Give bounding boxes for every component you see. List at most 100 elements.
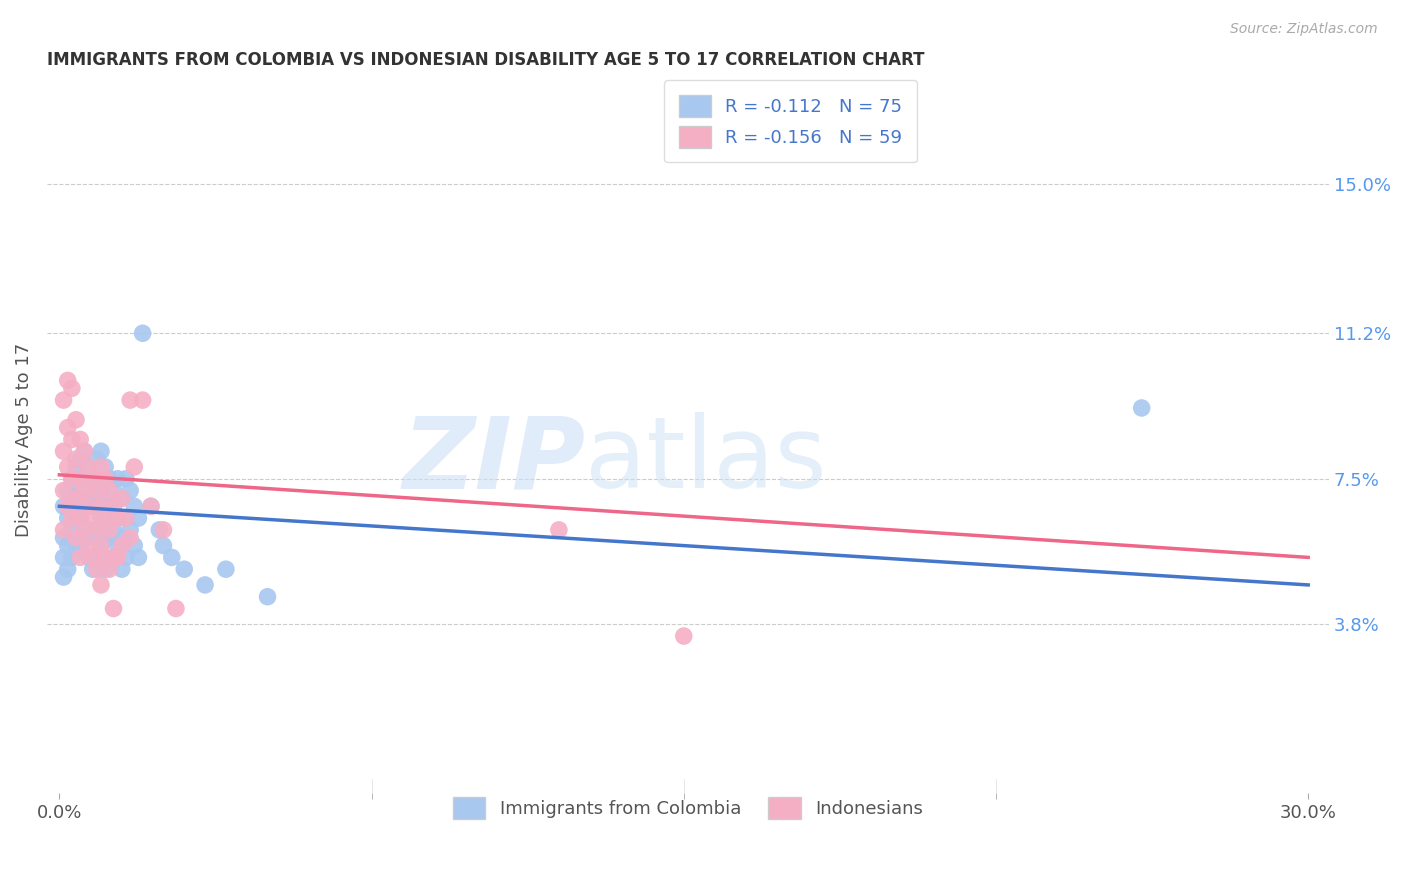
Point [98,500,121,514]
Point [73,531,96,545]
Point [77,459,100,474]
Point [56,500,79,514]
Point [60,381,83,395]
Point [98,523,121,537]
Point [86,523,108,537]
Point [86,452,108,467]
Point [65,531,87,545]
Point [103,550,125,565]
Point [86,550,108,565]
Point [82,531,104,545]
Point [1130,401,1153,415]
Point [672,629,695,643]
Point [103,550,125,565]
Point [111,531,134,545]
Point [56,562,79,576]
Point [173,562,195,576]
Point [194,578,217,592]
Point [73,444,96,458]
Point [73,523,96,537]
Point [77,539,100,553]
Point [82,511,104,525]
Point [52,570,75,584]
Point [94,562,117,576]
Point [94,531,117,545]
Point [73,472,96,486]
Point [90,539,112,553]
Point [148,523,170,537]
Point [120,523,142,537]
Point [107,472,129,486]
Point [124,459,146,474]
Point [56,420,79,434]
Point [139,500,162,514]
Point [90,578,112,592]
Point [111,491,134,506]
Point [82,472,104,486]
Point [103,500,125,514]
Point [107,550,129,565]
Point [56,539,79,553]
Point [107,511,129,525]
Point [111,491,134,506]
Point [98,472,121,486]
Point [52,500,75,514]
Point [52,550,75,565]
Point [111,539,134,553]
Text: atlas: atlas [585,412,827,509]
Text: Source: ZipAtlas.com: Source: ZipAtlas.com [1230,22,1378,37]
Point [139,500,162,514]
Point [120,531,142,545]
Point [69,472,91,486]
Point [65,413,87,427]
Point [548,523,571,537]
Point [90,500,112,514]
Point [60,472,83,486]
Point [90,483,112,498]
Point [131,326,153,341]
Point [86,483,108,498]
Point [77,523,100,537]
Point [65,511,87,525]
Point [94,511,117,525]
Point [69,511,91,525]
Point [107,511,129,525]
Point [86,523,108,537]
Point [52,483,75,498]
Point [115,550,138,565]
Point [124,539,146,553]
Point [56,374,79,388]
Point [65,452,87,467]
Point [86,491,108,506]
Point [77,500,100,514]
Y-axis label: Disability Age 5 to 17: Disability Age 5 to 17 [15,343,32,537]
Point [152,539,174,553]
Point [60,511,83,525]
Point [82,500,104,514]
Point [90,539,112,553]
Point [56,459,79,474]
Point [127,550,149,565]
Point [52,523,75,537]
Point [94,500,117,514]
Point [152,523,174,537]
Point [69,550,91,565]
Point [73,483,96,498]
Point [94,459,117,474]
Point [107,539,129,553]
Point [56,511,79,525]
Point [103,523,125,537]
Point [82,550,104,565]
Point [73,500,96,514]
Point [56,483,79,498]
Point [65,539,87,553]
Point [115,472,138,486]
Legend: Immigrants from Colombia, Indonesians: Immigrants from Colombia, Indonesians [439,783,938,834]
Point [131,393,153,408]
Point [86,562,108,576]
Point [115,511,138,525]
Point [115,511,138,525]
Point [69,511,91,525]
Point [120,393,142,408]
Point [160,550,183,565]
